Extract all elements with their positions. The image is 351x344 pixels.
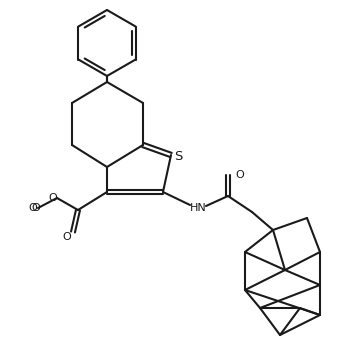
- Text: O: O: [62, 232, 71, 242]
- Text: S: S: [174, 150, 182, 162]
- Text: HN: HN: [190, 203, 206, 213]
- Text: O: O: [235, 170, 244, 180]
- Text: O: O: [48, 193, 57, 203]
- Text: O: O: [32, 203, 40, 213]
- Text: O: O: [28, 203, 37, 213]
